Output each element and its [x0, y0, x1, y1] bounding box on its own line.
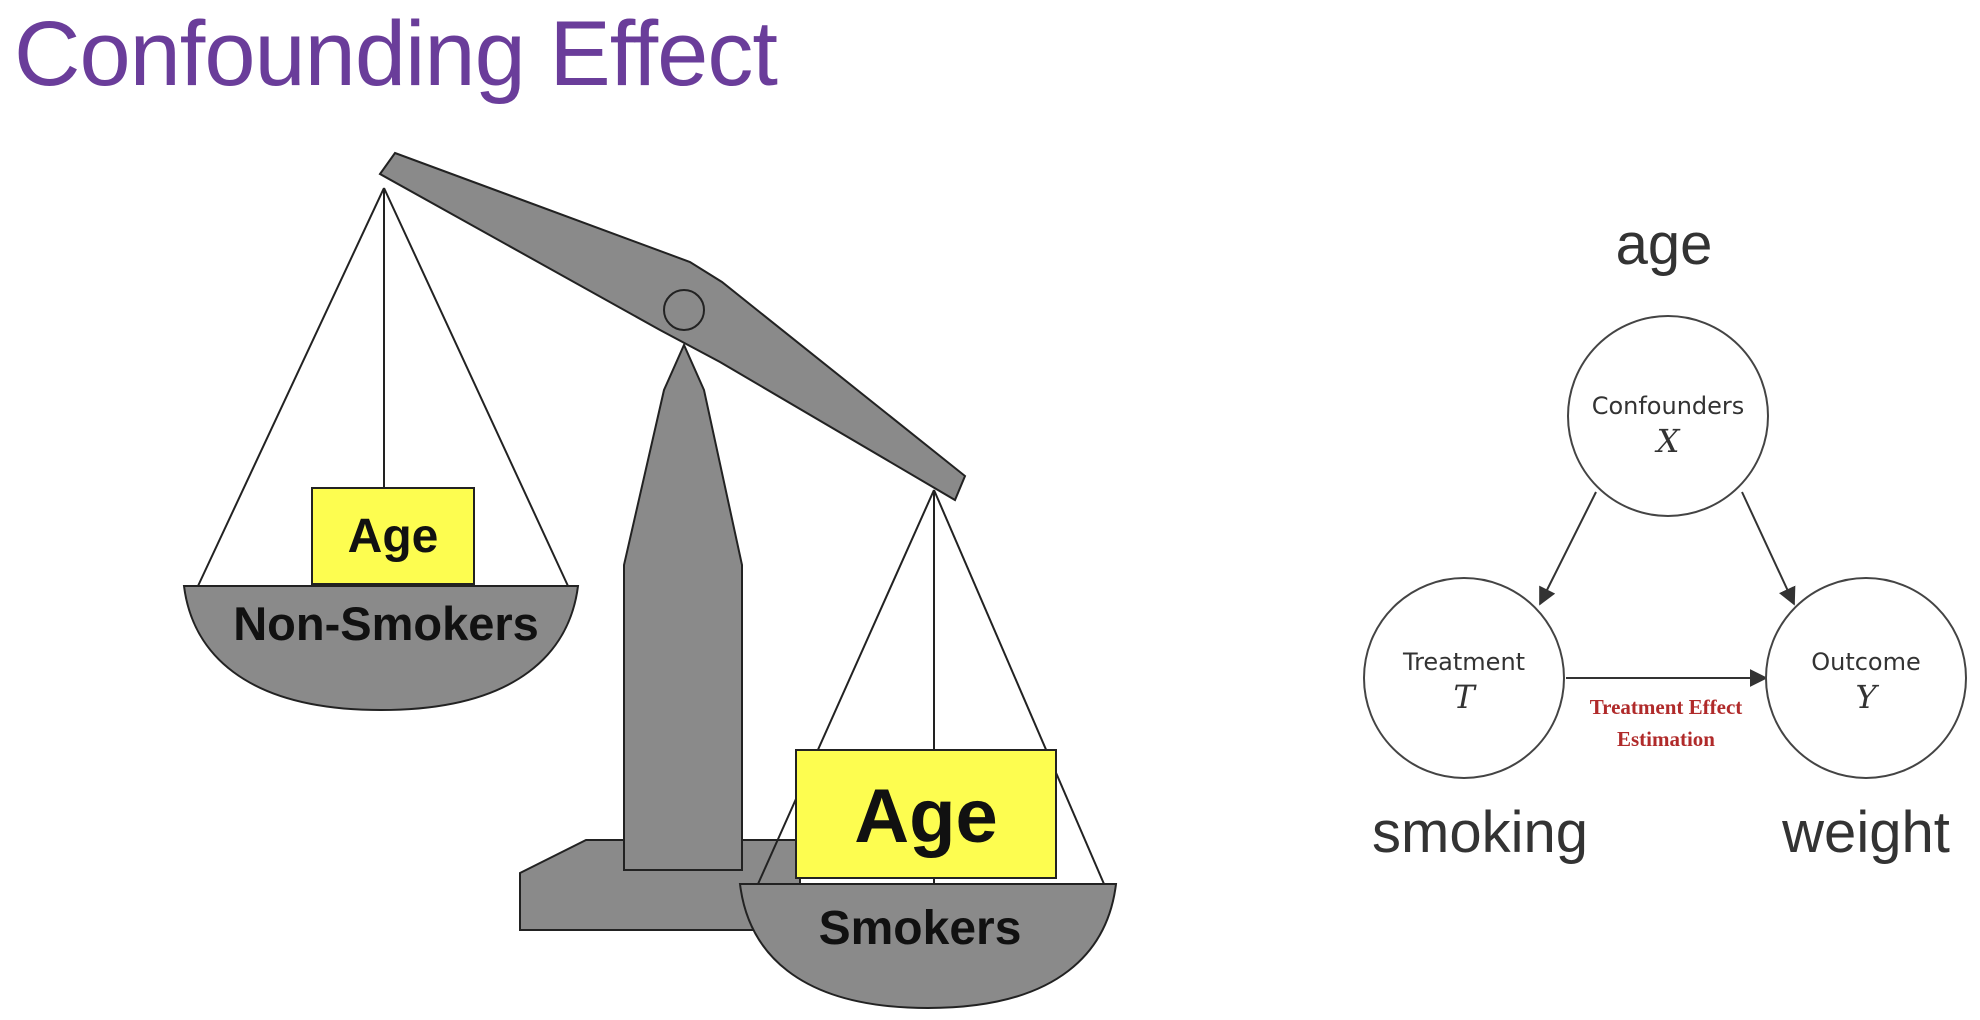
balance-scale: Age Non-Smokers Age Smokers — [182, 151, 1118, 1010]
scale-pivot — [663, 289, 705, 331]
effect-label-line2: Estimation — [1617, 727, 1715, 751]
right-age-box — [795, 749, 1057, 879]
edge-confounder-to-treatment — [1539, 491, 1597, 606]
left-age-box — [311, 487, 475, 585]
treatment-node — [1363, 577, 1565, 779]
confounder-node-name: Confounders — [1592, 392, 1745, 420]
effect-label-line1: Treatment Effect — [1590, 695, 1743, 719]
treatment-outer-label: smoking — [1372, 800, 1588, 865]
treatment-node-symbol: T — [1453, 678, 1477, 716]
right-age-label: Age — [854, 774, 998, 859]
confounder-node-symbol: X — [1654, 422, 1681, 460]
confounder-outer-label: age — [1616, 212, 1713, 277]
outcome-node-name: Outcome — [1811, 648, 1921, 676]
outcome-outer-label: weight — [1781, 800, 1950, 865]
slide-title: Confounding Effect — [14, 3, 778, 105]
right-pan — [738, 883, 1118, 1010]
left-age-label: Age — [348, 510, 439, 563]
right-pan-label: Smokers — [819, 902, 1022, 955]
treatment-node-name: Treatment — [1402, 648, 1525, 676]
causal-diagram: age Confounders X Treatment T smoking Ou… — [1363, 212, 1967, 865]
confounder-node — [1567, 315, 1769, 517]
left-pan — [182, 585, 580, 712]
outcome-node — [1765, 577, 1967, 779]
left-pan-label: Non-Smokers — [233, 597, 539, 650]
edge-confounder-to-outcome — [1741, 491, 1796, 606]
scale-pillar — [623, 342, 743, 871]
outcome-node-symbol: Y — [1855, 678, 1879, 716]
